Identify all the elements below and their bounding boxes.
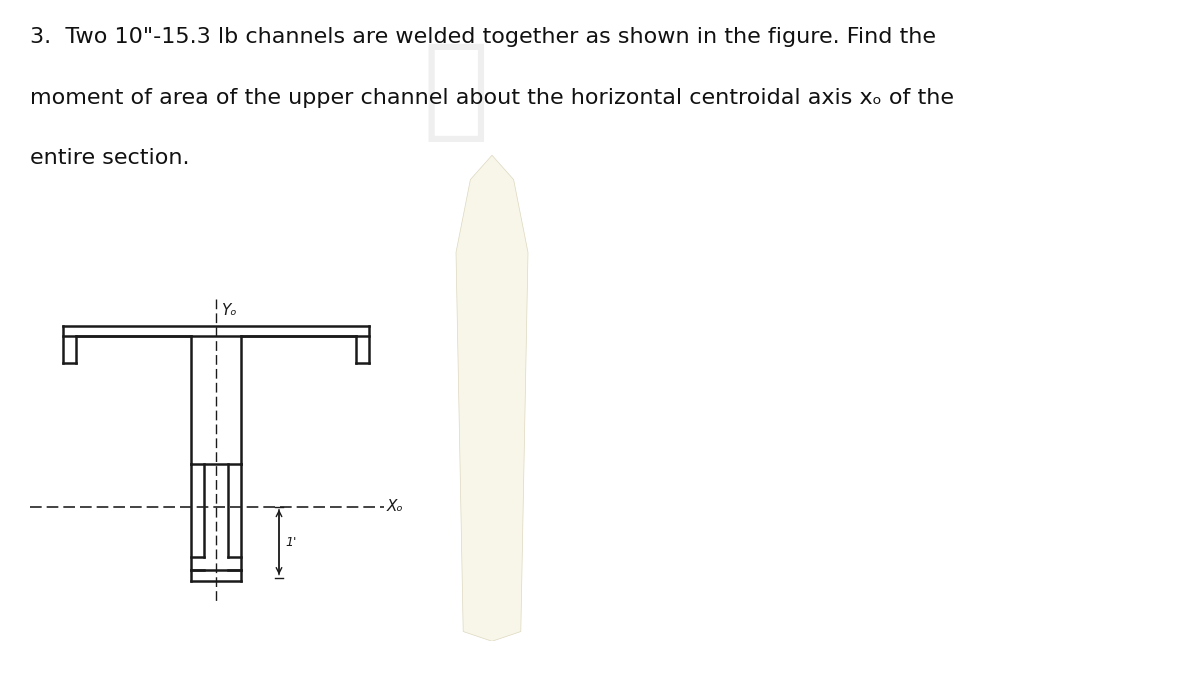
Text: 3.  Two 10"-15.3 lb channels are welded together as shown in the figure. Find th: 3. Two 10"-15.3 lb channels are welded t… bbox=[30, 27, 936, 47]
Text: entire section.: entire section. bbox=[30, 148, 190, 169]
Text: Yₒ: Yₒ bbox=[221, 303, 236, 319]
Text: Xₒ: Xₒ bbox=[386, 500, 403, 514]
Text: 1': 1' bbox=[286, 535, 296, 549]
Text: moment of area of the upper channel about the horizontal centroidal axis xₒ of t: moment of area of the upper channel abou… bbox=[30, 88, 954, 108]
Polygon shape bbox=[456, 155, 528, 641]
Text: 🏛: 🏛 bbox=[422, 38, 490, 144]
